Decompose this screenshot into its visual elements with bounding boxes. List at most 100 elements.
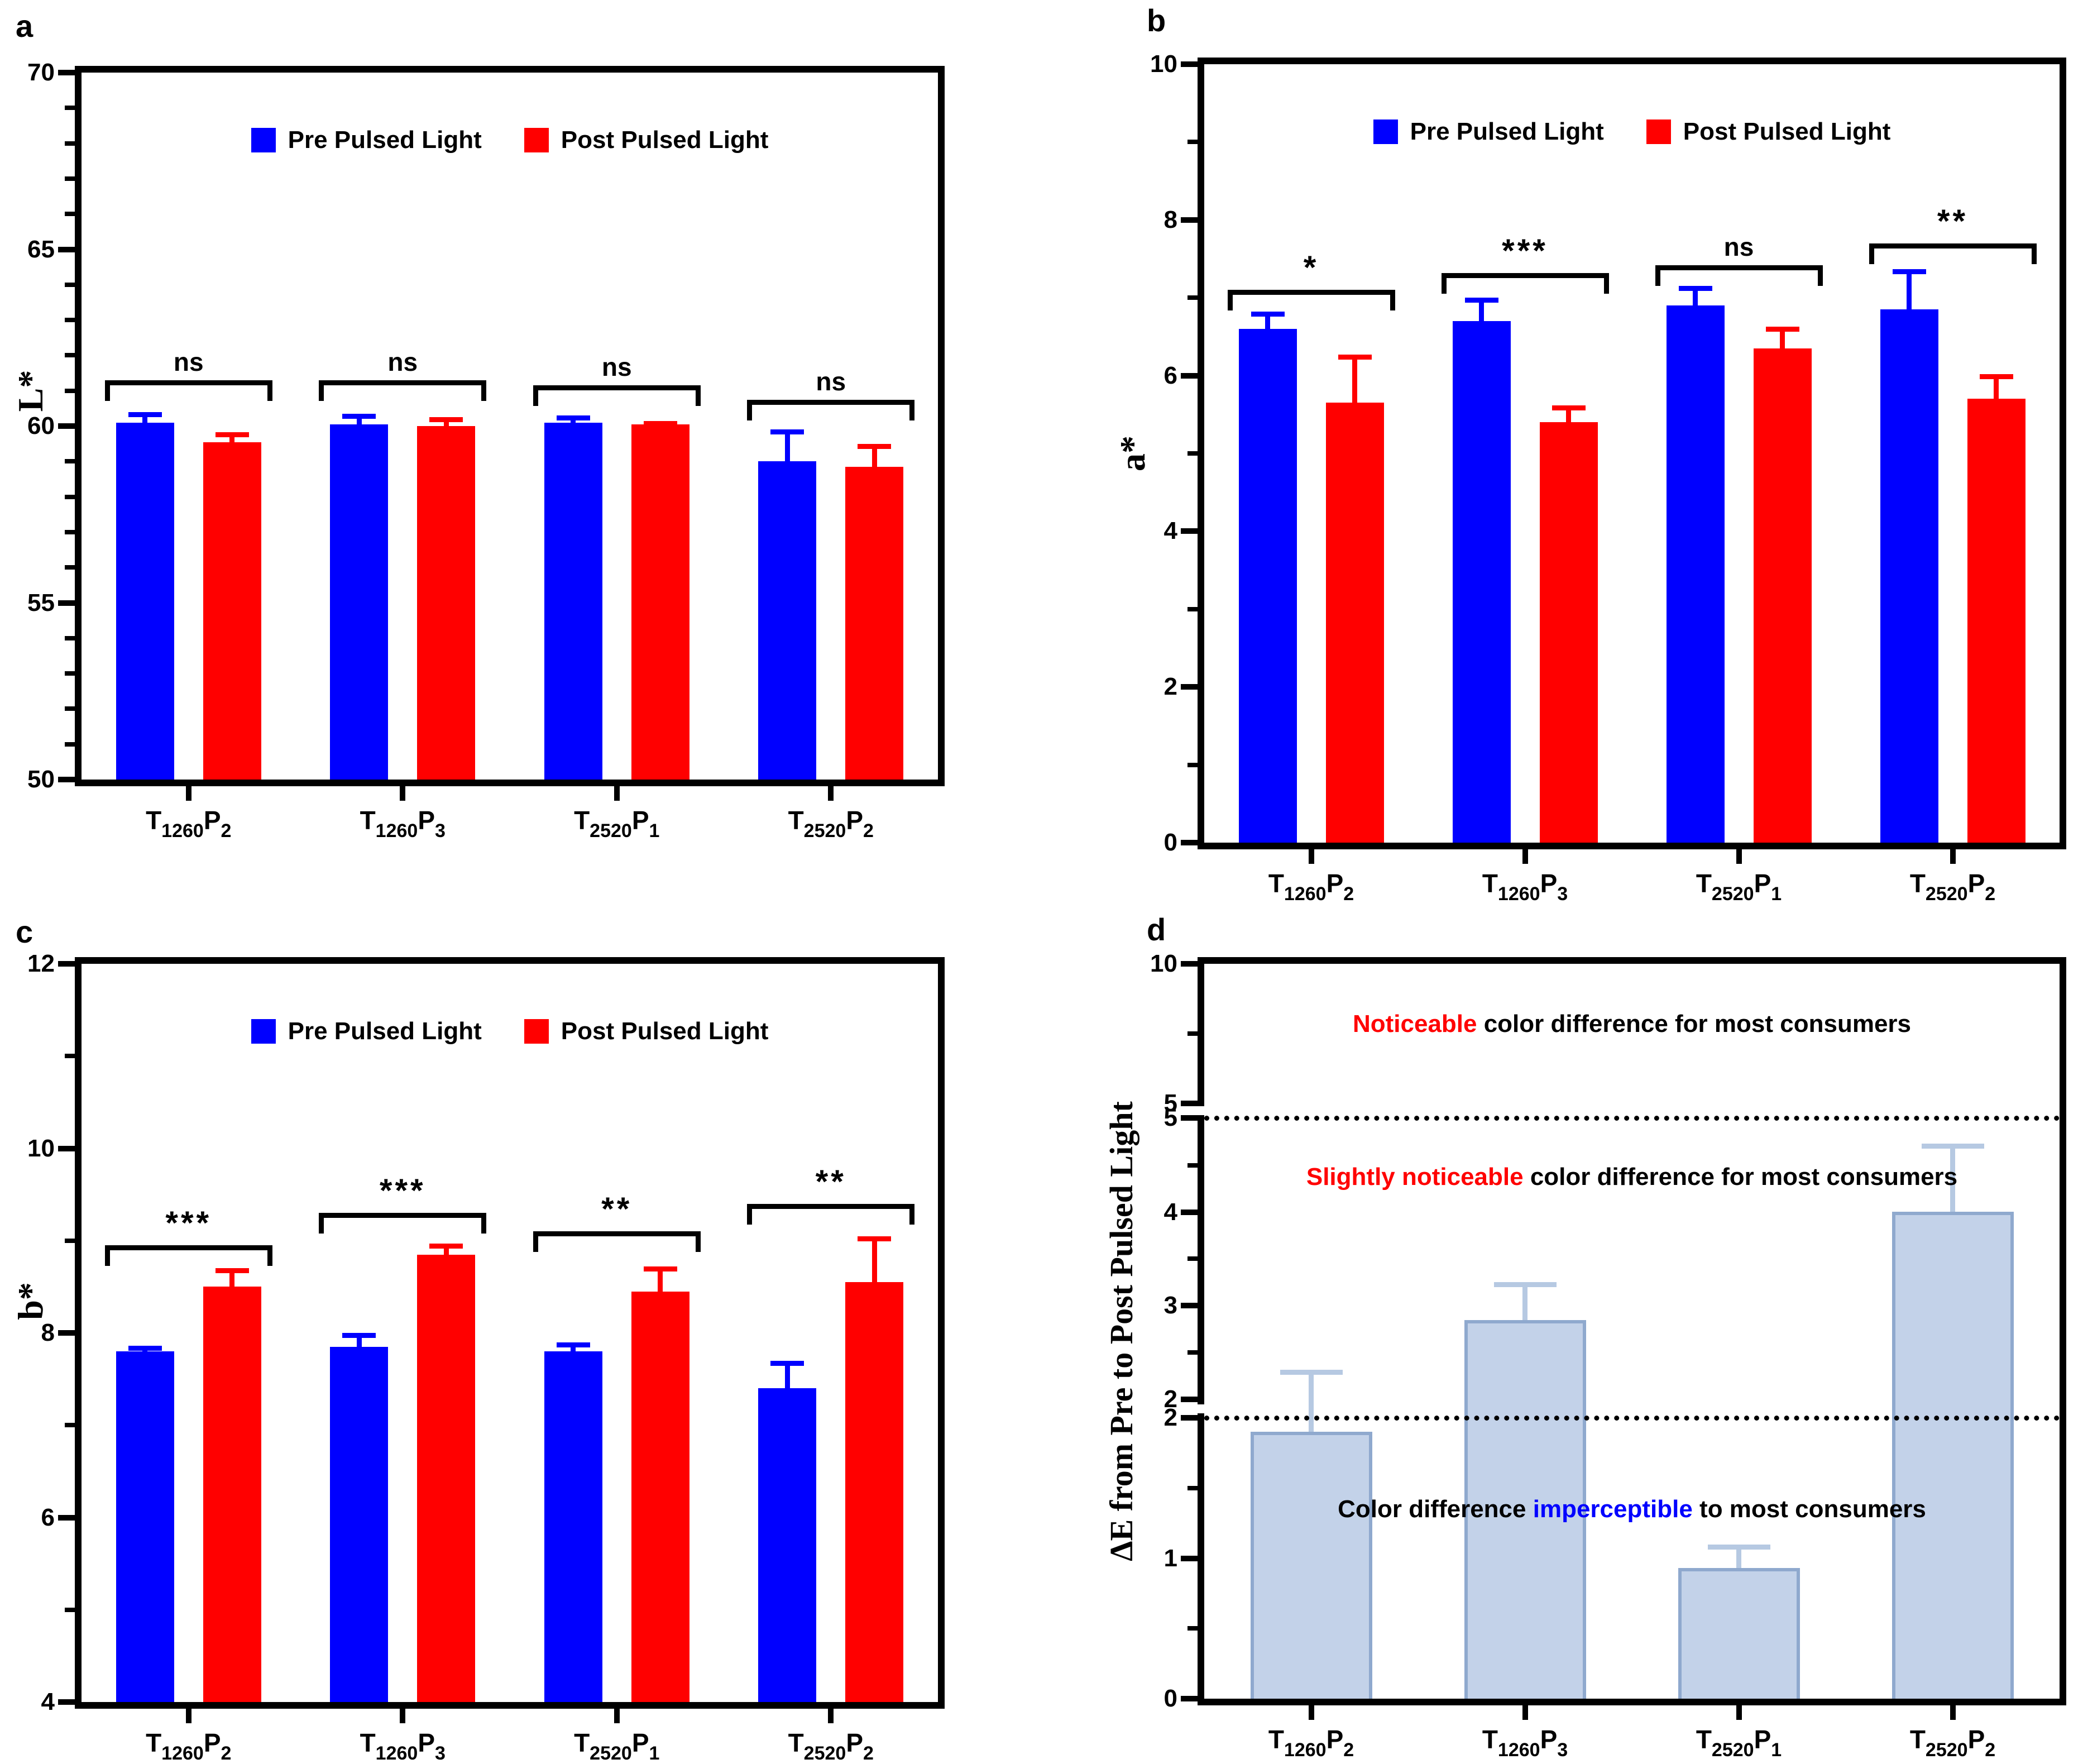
y-major-tick <box>1181 1555 1198 1561</box>
y-tick-label: 2 <box>1163 1404 1177 1432</box>
bar <box>116 422 174 780</box>
category-subscript: 2 <box>221 820 232 842</box>
error-bar-stem <box>784 1363 790 1389</box>
y-minor-tick <box>65 388 75 393</box>
error-bar-cap <box>342 1333 376 1338</box>
category-text: P <box>203 1728 221 1757</box>
error-bar-cap <box>215 1268 249 1274</box>
y-axis-title-L: L* <box>11 370 50 412</box>
category-subscript: 2 <box>1985 1739 1996 1761</box>
y-minor-tick <box>1187 1626 1198 1631</box>
bracket-end <box>481 384 487 401</box>
category-text: P <box>1967 1725 1985 1754</box>
category-subscript: 1 <box>1771 883 1782 905</box>
bar <box>1753 348 1812 843</box>
error-bar-cap <box>556 415 590 421</box>
category-text: T <box>360 1728 376 1757</box>
error-bar-cap <box>128 1346 162 1351</box>
bracket-end <box>319 1217 324 1234</box>
error-bar-cap <box>643 420 677 426</box>
error-bar-cap <box>1765 326 1799 332</box>
y-minor-tick <box>1187 762 1198 767</box>
bar <box>330 1346 389 1702</box>
y-tick-label: 5 <box>1163 1089 1177 1117</box>
category-subscript: 1260 <box>1497 1739 1540 1761</box>
annotation-text: Slightly noticeable <box>1306 1163 1524 1191</box>
category-subscript: 2 <box>863 820 874 842</box>
y-axis-title-deltaE: ΔE from Pre to Post Pulsed Light <box>1103 1101 1139 1561</box>
error-bar-cap <box>1251 312 1285 317</box>
significance-bracket <box>1441 273 1609 278</box>
significance-label: ** <box>1937 203 1969 240</box>
category-text: T <box>788 1728 804 1757</box>
category-subscript: 2 <box>1985 883 1996 905</box>
legend: Pre Pulsed Light Post Pulsed Light <box>82 126 938 154</box>
category-subscript: 3 <box>435 1743 446 1764</box>
error-bar-stem <box>871 1238 877 1283</box>
y-major-tick <box>58 246 75 252</box>
bracket-end <box>1227 294 1233 311</box>
legend-item: Pre Pulsed Light <box>251 126 482 154</box>
y-minor-tick <box>1187 1163 1198 1168</box>
y-major-tick <box>1181 1397 1198 1403</box>
bar <box>1678 1568 1800 1699</box>
error-bar-stem <box>142 414 148 423</box>
y-minor-tick <box>65 494 75 499</box>
legend-swatch-icon <box>524 128 549 152</box>
x-category-label: T2520P2 <box>788 1728 874 1764</box>
error-bar-cap <box>1921 1143 1984 1149</box>
error-bar-cap <box>1892 269 1926 274</box>
y-major-tick <box>58 1145 75 1151</box>
plot-area-a: 50 55 60 65 70 T1260P2 T1260P3 T2520P1 T2520P2 ns… <box>27 59 945 842</box>
category-text: P <box>1540 1725 1558 1754</box>
y-major-tick <box>1181 840 1198 845</box>
panel-letter-d: d <box>1147 912 1166 947</box>
category-text: T <box>574 1728 590 1757</box>
x-category-label: T1260P3 <box>360 1728 446 1764</box>
y-major-tick <box>58 1514 75 1521</box>
y-minor-tick <box>1187 295 1198 300</box>
y-minor-tick <box>65 318 75 323</box>
y-tick-label: 10 <box>27 1134 55 1162</box>
bar <box>845 466 904 780</box>
category-text: P <box>1754 1725 1771 1754</box>
category-text: T <box>1696 1725 1712 1754</box>
threshold-dotted-line <box>1204 1416 2060 1421</box>
bracket-end <box>481 1217 487 1234</box>
bar <box>631 424 689 780</box>
category-text: P <box>846 806 864 835</box>
category-text: P <box>1326 1725 1344 1754</box>
category-subscript: 1260 <box>161 820 204 842</box>
bracket-end <box>267 1249 272 1266</box>
error-bar-cap <box>770 1360 805 1366</box>
category-subscript: 1 <box>649 820 660 842</box>
annotation-text: to most consumers <box>1692 1495 1926 1523</box>
x-category-label: T1260P3 <box>1482 868 1568 905</box>
y-major-tick <box>1181 1696 1198 1701</box>
error-bar-stem <box>571 418 576 423</box>
axis-break <box>1198 1106 1204 1116</box>
legend-swatch-icon <box>1646 119 1671 144</box>
y-minor-tick <box>65 459 75 464</box>
error-bar-stem <box>1736 1546 1741 1569</box>
x-tick <box>400 786 406 801</box>
legend-item: Pre Pulsed Light <box>251 1017 482 1045</box>
x-tick <box>828 786 834 801</box>
x-category-label: T2520P2 <box>1910 868 1995 905</box>
y-major-tick <box>1181 1115 1198 1121</box>
legend-item: Post Pulsed Light <box>524 126 768 154</box>
bar <box>1452 321 1511 843</box>
category-text: T <box>1482 1725 1498 1754</box>
y-tick-label: 8 <box>1163 205 1177 233</box>
error-bar-cap <box>1338 354 1372 360</box>
y-major-tick <box>1181 961 1198 967</box>
y-tick-label: 5 <box>1163 1104 1177 1132</box>
category-subscript: 1260 <box>1284 883 1327 905</box>
y-tick-label: 65 <box>27 235 55 263</box>
error-bar-stem <box>658 423 663 424</box>
x-category-label: T1260P2 <box>1268 1724 1354 1761</box>
x-category-label: T2520P1 <box>574 1728 659 1764</box>
bar <box>845 1282 904 1702</box>
